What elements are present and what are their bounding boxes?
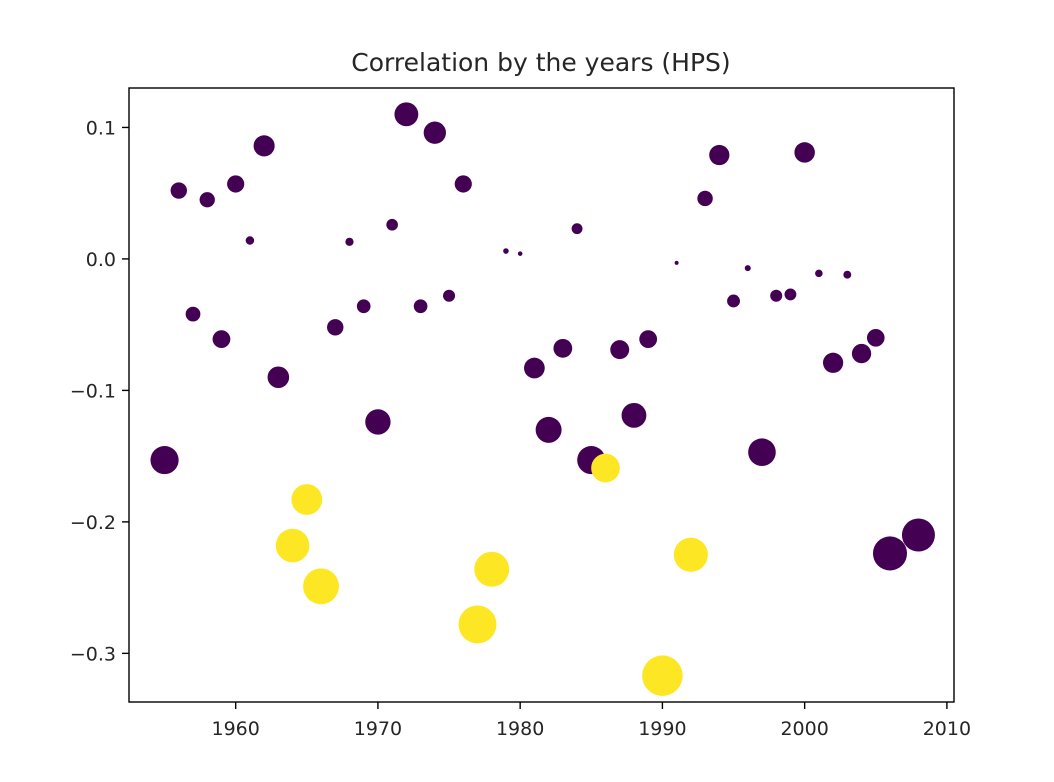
- chart-title: Correlation by the years (HPS): [351, 48, 730, 77]
- point-not_significant-2001: [815, 269, 823, 278]
- point-not_significant-1961: [245, 236, 255, 245]
- y-tick-label: 0.0: [86, 249, 116, 271]
- point-not_significant-1980: [517, 251, 523, 256]
- point-not_significant-1955: [150, 445, 179, 475]
- point-not_significant-1995: [727, 294, 740, 308]
- point-not_significant-1981: [524, 357, 545, 379]
- y-axis: 0.1 0.0 −0.1 −0.2 −0.3: [70, 117, 129, 665]
- x-tick-label: 2000: [780, 718, 828, 740]
- point-not_significant-1989: [639, 330, 658, 349]
- data-points: [150, 102, 935, 696]
- point-not_significant-1998: [770, 289, 783, 302]
- point-not_significant-1987: [610, 340, 630, 360]
- point-significant-1965: [291, 484, 323, 515]
- point-not_significant-1974: [423, 121, 446, 144]
- point-not_significant-1972: [394, 102, 419, 127]
- x-tick-label: 2010: [923, 718, 971, 740]
- x-tick-label: 1990: [638, 718, 686, 740]
- y-tick-label: 0.1: [86, 117, 116, 139]
- x-tick-label: 1980: [496, 718, 544, 740]
- point-not_significant-1960: [227, 175, 245, 193]
- point-not_significant-1982: [535, 416, 562, 443]
- point-significant-1966: [303, 568, 339, 605]
- x-tick-label: 1970: [354, 718, 402, 740]
- point-significant-1986: [591, 453, 620, 483]
- point-not_significant-2006: [872, 536, 908, 571]
- point-not_significant-1957: [185, 306, 201, 322]
- point-not_significant-1997: [748, 438, 776, 466]
- point-not_significant-2008: [901, 518, 935, 552]
- point-not_significant-1983: [553, 338, 573, 358]
- point-not_significant-1956: [170, 182, 187, 199]
- point-not_significant-1967: [327, 319, 344, 336]
- point-not_significant-1958: [199, 192, 215, 208]
- point-not_significant-1991: [674, 260, 679, 265]
- point-not_significant-1988: [621, 402, 647, 428]
- plot-frame: [128, 87, 955, 703]
- point-not_significant-1970: [365, 409, 391, 435]
- y-tick-label: −0.1: [70, 380, 116, 402]
- point-not_significant-1984: [571, 223, 583, 235]
- point-not_significant-1969: [356, 299, 371, 314]
- point-significant-1964: [275, 528, 310, 563]
- point-not_significant-1971: [386, 218, 398, 231]
- point-not_significant-1993: [697, 190, 713, 207]
- y-tick-label: −0.2: [70, 512, 116, 534]
- point-not_significant-2000: [794, 142, 815, 163]
- point-not_significant-1979: [503, 248, 509, 254]
- point-not_significant-2002: [822, 352, 844, 373]
- point-not_significant-2003: [843, 270, 852, 279]
- point-not_significant-1959: [212, 330, 231, 349]
- point-not_significant-2005: [866, 328, 885, 347]
- point-not_significant-1999: [784, 288, 797, 301]
- point-not_significant-1973: [413, 299, 428, 314]
- x-axis: 1960 1970 1980 1990 2000 2010: [212, 702, 971, 740]
- point-significant-1990: [642, 655, 683, 696]
- point-significant-1977: [458, 605, 497, 644]
- point-not_significant-1996: [744, 265, 751, 272]
- point-not_significant-1963: [267, 366, 290, 389]
- point-not_significant-1975: [443, 289, 456, 302]
- point-not_significant-1994: [709, 144, 730, 166]
- x-tick-label: 1960: [212, 718, 260, 740]
- point-not_significant-1976: [454, 175, 472, 193]
- point-significant-1992: [673, 537, 708, 572]
- point-not_significant-2004: [851, 343, 872, 364]
- y-tick-label: −0.3: [70, 643, 116, 665]
- point-not_significant-1962: [253, 135, 275, 157]
- point-not_significant-1968: [345, 237, 354, 246]
- point-significant-1978: [474, 551, 510, 587]
